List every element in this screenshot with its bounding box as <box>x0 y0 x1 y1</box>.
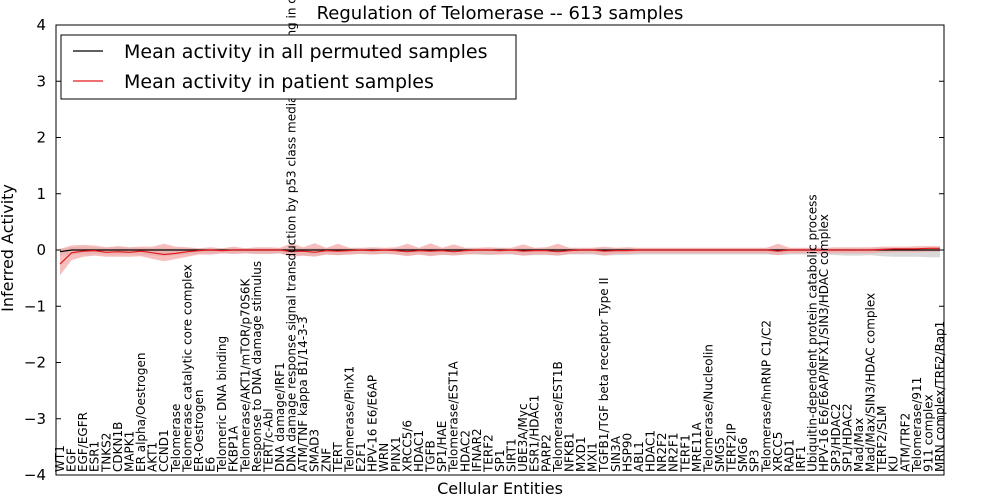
legend-label-permuted: Mean activity in all permuted samples <box>124 41 487 63</box>
x-category-label: ATM/TNF kappa B1/14-3-3 <box>296 316 310 472</box>
x-category-label: SMG6 <box>736 437 750 472</box>
x-category-label: MRN complex/TRF2/Rap1 <box>933 321 947 472</box>
legend-box <box>60 34 517 100</box>
x-category-label: XRCC5 <box>771 432 785 472</box>
x-category-label: TERF2 <box>481 434 495 473</box>
y-axis-label: Inferred Activity <box>0 184 17 312</box>
x-category-label: ABL1 <box>632 441 646 472</box>
chart-title: Regulation of Telomerase -- 613 samples <box>317 3 684 24</box>
x-category-label: HSP90 <box>620 433 634 472</box>
y-tick-label: 1 <box>36 185 46 203</box>
x-category-label: FKBP1A <box>227 425 241 472</box>
y-tick-label: 3 <box>36 72 46 90</box>
x-category-label: SP3 <box>748 450 762 473</box>
x-category-label: Telomerase <box>169 404 183 473</box>
x-category-label: DNA damage response signal transduction … <box>285 0 299 472</box>
x-category-label: MRE11A <box>690 421 704 472</box>
patient-mean-line <box>59 247 940 265</box>
x-category-label: HDAC2 <box>458 430 472 472</box>
x-category-label: Mad/Max/SIN3/HDAC complex <box>864 293 878 472</box>
x-category-label: Telomerase/Nucleolin <box>701 344 715 473</box>
y-tick-label: −2 <box>24 354 46 372</box>
x-category-label: KU <box>887 456 901 472</box>
x-category-label: SP1/HDAC2 <box>840 403 854 472</box>
plot-frame <box>55 24 945 476</box>
x-category-label: EGF/EGFR <box>76 412 90 472</box>
x-category-label: PARP2 <box>539 434 553 472</box>
x-category-label: Response to DNA damage stimulus <box>250 261 264 472</box>
x-category-label: Telomerase/EST1A <box>447 360 461 473</box>
x-category-label: ATM/TRF2 <box>898 413 912 472</box>
y-tick-label: −4 <box>24 466 46 484</box>
x-category-label: EGF <box>65 448 79 472</box>
patient-band <box>60 243 940 276</box>
y-tick-label: 4 <box>36 16 46 34</box>
x-category-label: NFKB1 <box>563 432 577 472</box>
x-category-label: E2F1 <box>354 442 368 472</box>
x-category-label: SIRT1 <box>505 438 519 472</box>
x-category-label: TNKS2 <box>99 433 113 473</box>
x-category-label: SP1/HAE <box>435 421 449 472</box>
x-category-label: NR2F2 <box>655 433 669 473</box>
y-tick-label: −1 <box>24 297 46 315</box>
x-category-label: Telomerase catalytic core complex <box>180 264 194 473</box>
x-category-label: MXI1 <box>586 442 600 472</box>
x-category-label: Telomeric DNA binding <box>215 336 229 473</box>
x-category-label: Telomerase/AKT1/mTOR/p70S6K <box>238 277 252 473</box>
x-category-label: SMG5 <box>713 437 727 472</box>
x-category-label: ESR1/HDAC1 <box>528 395 542 472</box>
x-category-label: TERF2/SLM <box>875 406 889 474</box>
legend-label-patient: Mean activity in patient samples <box>124 71 434 93</box>
x-category-label: HDAC1 <box>412 430 426 472</box>
x-category-label: XRCC5/6 <box>400 420 414 472</box>
x-category-label: ER-Oestrogen <box>192 390 206 473</box>
x-category-label: Telomerase/PinX1 <box>343 366 357 473</box>
x-category-label: AKT1 <box>146 442 160 472</box>
x-category-label: TGFB <box>424 440 438 473</box>
x-category-label: CCND1 <box>157 429 171 472</box>
x-category-label: Telomerase/911 <box>910 377 924 473</box>
y-tick-label: 0 <box>36 241 46 259</box>
y-tick-label: 2 <box>36 129 46 147</box>
x-category-label: HPV-16 E6/E6AP/NFX1/SIN3/HDAC complex <box>817 214 831 472</box>
x-category-label: Mad/Max <box>852 418 866 472</box>
x-category-label: WRN <box>377 443 391 472</box>
x-category-label: SIN3A <box>609 435 623 472</box>
x-category-label: HPV-16 E6/E6AP <box>366 375 380 472</box>
x-category-label: MXD1 <box>574 437 588 472</box>
x-category-label: ZNF <box>319 448 333 472</box>
x-category-label: SP3/HDAC2 <box>829 403 843 472</box>
x-category-label: TERF1 <box>678 434 692 473</box>
x-category-label: TERT/c-Abl <box>261 408 275 473</box>
x-category-label: SP1 <box>493 450 507 473</box>
x-category-label: PINX1 <box>389 436 403 472</box>
legend: Mean activity in all permuted samples Me… <box>60 34 517 100</box>
x-category-label: NR2F1 <box>667 433 681 473</box>
y-tick-label: −3 <box>24 410 46 428</box>
x-category-label: 911 complex <box>921 394 935 472</box>
x-category-label: Ubiquitin-dependent protein catabolic pr… <box>806 194 820 472</box>
x-category-label: TERF2IP <box>725 423 739 473</box>
x-category-label: TERT <box>331 442 345 473</box>
x-category-label: IFNAR2 <box>470 428 484 472</box>
x-category-label: ER alpha/Oestrogen <box>134 353 148 472</box>
x-category-label: UBE3A/Myc <box>516 403 530 472</box>
x-category-label: IRF1 <box>794 446 808 472</box>
x-category-label: Telomerase/hnRNP C1/C2 <box>759 320 773 473</box>
x-category-label: RAD1 <box>783 439 797 472</box>
x-category-label: TGFB1/TGF beta receptor Type II <box>597 277 611 473</box>
x-category-label: DNA damage/IRF1 <box>273 362 287 472</box>
x-category-label: Telomerase/EST1B <box>551 361 565 473</box>
x-axis-label: Cellular Entities <box>437 479 563 498</box>
x-category-label: ESR1 <box>88 441 102 472</box>
x-category-label: SMAD3 <box>308 429 322 472</box>
x-category-label: E6 <box>204 457 218 472</box>
x-category-label: MAPK1 <box>123 431 137 472</box>
x-category-label: CDKN1B <box>111 422 125 472</box>
x-category-label: HDAC1 <box>644 430 658 472</box>
